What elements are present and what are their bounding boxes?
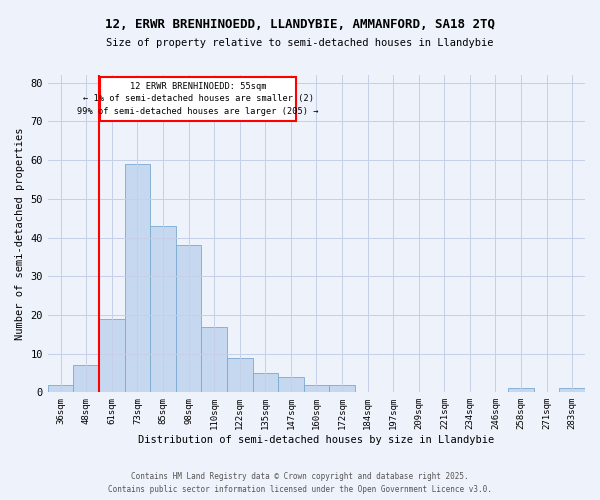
Text: Contains HM Land Registry data © Crown copyright and database right 2025.: Contains HM Land Registry data © Crown c… bbox=[131, 472, 469, 481]
Bar bbox=[253, 373, 278, 392]
Bar bbox=[99, 319, 125, 392]
Bar bbox=[278, 377, 304, 392]
Bar bbox=[202, 326, 227, 392]
X-axis label: Distribution of semi-detached houses by size in Llandybie: Distribution of semi-detached houses by … bbox=[139, 435, 494, 445]
Y-axis label: Number of semi-detached properties: Number of semi-detached properties bbox=[15, 128, 25, 340]
Text: ← 1% of semi-detached houses are smaller (2): ← 1% of semi-detached houses are smaller… bbox=[83, 94, 314, 104]
Text: 99% of semi-detached houses are larger (205) →: 99% of semi-detached houses are larger (… bbox=[77, 107, 319, 116]
Text: Contains public sector information licensed under the Open Government Licence v3: Contains public sector information licen… bbox=[108, 485, 492, 494]
Bar bbox=[150, 226, 176, 392]
Text: 12 ERWR BRENHINOEDD: 55sqm: 12 ERWR BRENHINOEDD: 55sqm bbox=[130, 82, 266, 90]
Bar bbox=[304, 384, 329, 392]
Bar bbox=[329, 384, 355, 392]
FancyBboxPatch shape bbox=[100, 77, 296, 122]
Bar bbox=[508, 388, 534, 392]
Bar bbox=[176, 246, 202, 392]
Bar bbox=[227, 358, 253, 392]
Bar bbox=[48, 384, 73, 392]
Text: 12, ERWR BRENHINOEDD, LLANDYBIE, AMMANFORD, SA18 2TQ: 12, ERWR BRENHINOEDD, LLANDYBIE, AMMANFO… bbox=[105, 18, 495, 30]
Bar bbox=[125, 164, 150, 392]
Bar bbox=[559, 388, 585, 392]
Text: Size of property relative to semi-detached houses in Llandybie: Size of property relative to semi-detach… bbox=[106, 38, 494, 48]
Bar bbox=[73, 365, 99, 392]
